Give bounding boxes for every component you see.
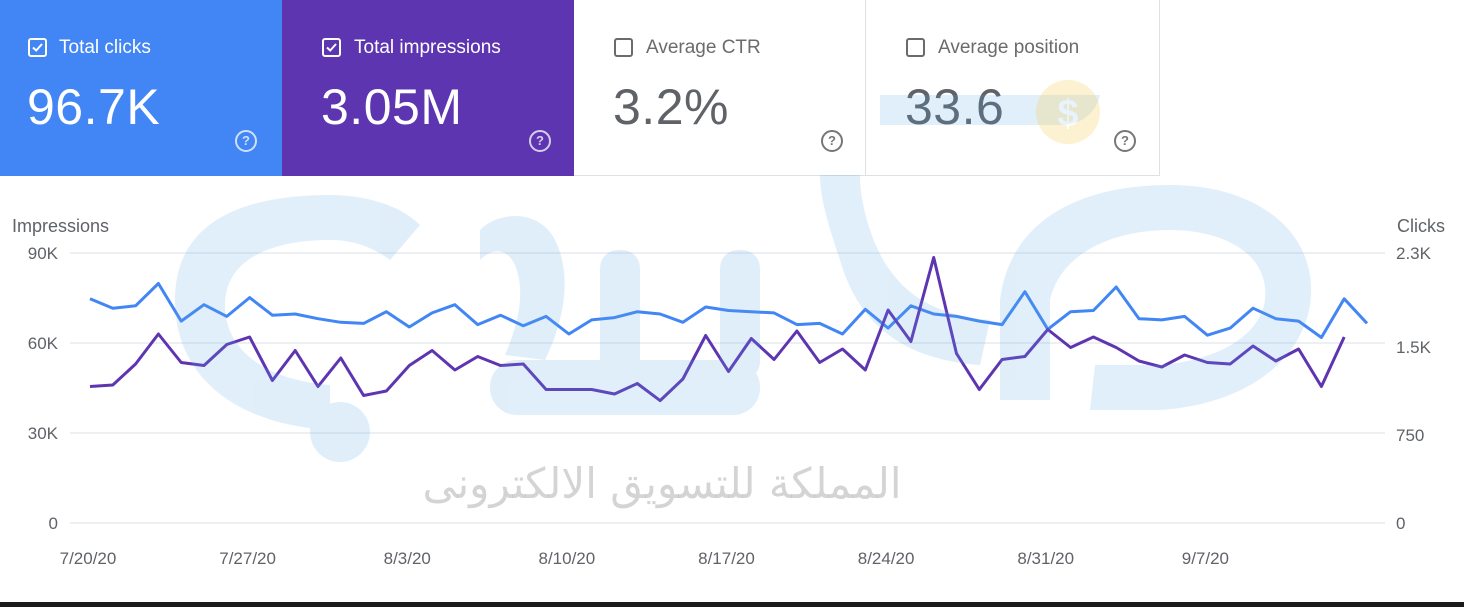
left-tick-label: 60K: [28, 334, 59, 353]
help-icon[interactable]: ?: [235, 130, 257, 152]
x-tick-label: 7/20/20: [60, 549, 117, 568]
average-ctr-card[interactable]: Average CTR 3.2% ?: [574, 0, 866, 176]
card-value: 33.6: [905, 79, 1005, 135]
checkbox-checked-icon[interactable]: [28, 38, 47, 57]
left-tick-label: 90K: [28, 244, 59, 263]
average-position-card[interactable]: Average position 33.6 ?: [866, 0, 1160, 176]
right-tick-label: 2.3K: [1396, 244, 1432, 263]
checkbox-unchecked-icon[interactable]: [906, 38, 925, 57]
card-label: Average position: [938, 37, 1080, 58]
checkbox-unchecked-icon[interactable]: [614, 38, 633, 57]
card-value: 3.2%: [613, 79, 729, 135]
help-icon[interactable]: ?: [1114, 130, 1136, 152]
card-label: Total clicks: [59, 37, 151, 58]
clicks-series-line[interactable]: [89, 282, 1369, 339]
performance-chart: Impressions Clicks 0 30K 60K 90K 0 750 1.5K 2.3…: [12, 216, 1445, 568]
help-icon[interactable]: ?: [821, 130, 843, 152]
right-tick-label: 1.5K: [1396, 338, 1432, 357]
x-tick-label: 8/31/20: [1017, 549, 1074, 568]
checkbox-checked-icon[interactable]: [322, 38, 341, 57]
left-tick-label: 30K: [28, 424, 59, 443]
x-tick-label: 8/3/20: [384, 549, 431, 568]
x-tick-label: 8/24/20: [858, 549, 915, 568]
help-icon[interactable]: ?: [529, 130, 551, 152]
right-tick-label: 0: [1396, 514, 1405, 533]
card-value: 3.05M: [321, 79, 463, 135]
x-tick-label: 8/10/20: [539, 549, 596, 568]
x-tick-label: 7/27/20: [219, 549, 276, 568]
card-label: Average CTR: [646, 37, 761, 58]
total-clicks-card[interactable]: Total clicks 96.7K ?: [0, 0, 282, 176]
card-label: Total impressions: [354, 37, 501, 58]
bottom-divider: [0, 602, 1464, 607]
right-axis-title: Clicks: [1397, 216, 1445, 236]
x-tick-label: 8/17/20: [698, 549, 755, 568]
right-tick-label: 750: [1396, 426, 1424, 445]
card-value: 96.7K: [27, 79, 161, 135]
left-tick-label: 0: [49, 514, 58, 533]
left-axis-title: Impressions: [12, 216, 109, 236]
total-impressions-card[interactable]: Total impressions 3.05M ?: [282, 0, 574, 176]
x-tick-label: 9/7/20: [1182, 549, 1229, 568]
impressions-series-line[interactable]: [89, 256, 1346, 403]
